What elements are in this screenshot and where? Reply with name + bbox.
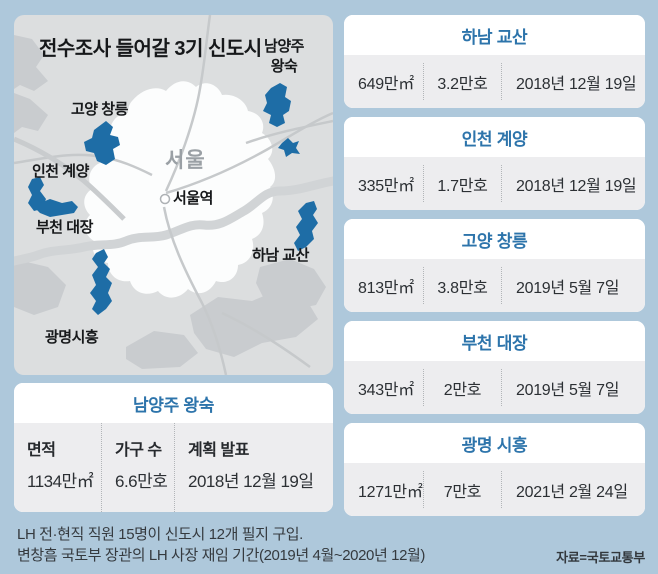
selected-city-title: 남양주 왕숙 (14, 383, 333, 423)
map-title: 전수조사 들어갈 3기 신도시 (39, 38, 262, 60)
footnote-line1: LH 전·현직 직원 15명이 신도시 12개 필지 구입. (17, 526, 303, 543)
city-card-body: 1271만㎡ 7만호 2021년 2월 24일 (344, 463, 645, 516)
city-card-body: 343만㎡ 2만호 2019년 5월 7일 (344, 361, 645, 414)
selected-city-body: 면적 1134만㎡ 가구 수 6.6만호 계획 발표 2018년 12월 19일 (14, 423, 333, 512)
households-value: 1.7만호 (437, 177, 488, 195)
city-card-title: 인천 계양 (344, 117, 645, 157)
map-label-incheon: 인천 계양 (32, 163, 89, 180)
date-cell: 2018년 12월 19일 (501, 63, 645, 100)
date-value: 2018년 12월 19일 (516, 177, 637, 195)
map-region-namyangju-small (278, 138, 300, 157)
map-label-hanam: 하남 교산 (252, 247, 309, 264)
map-region-bucheon-daejang (34, 199, 78, 217)
city-card-title: 하남 교산 (344, 15, 645, 55)
city-card-title: 광명 시흥 (344, 423, 645, 463)
area-value: 343만㎡ (358, 381, 414, 399)
households-label: 가구 수 (115, 442, 162, 459)
map-label-goyang: 고양 창릉 (71, 101, 128, 118)
area-value: 335만㎡ (358, 177, 414, 195)
date-value: 2021년 2월 24일 (516, 483, 628, 501)
households-value: 7만호 (443, 483, 482, 501)
date-value: 2018년 12월 19일 (516, 75, 637, 93)
date-cell: 2019년 5월 7일 (501, 369, 645, 406)
city-card-body: 335만㎡ 1.7만호 2018년 12월 19일 (344, 157, 645, 210)
map-panel: 전수조사 들어갈 3기 신도시 남양주 왕숙 고양 창릉 인천 계양 부천 대장… (14, 15, 333, 375)
date-cell: 2021년 2월 24일 (501, 471, 645, 508)
map-label-seoul: 서울 (165, 149, 206, 172)
households-cell: 2만호 (423, 369, 501, 406)
seoul-station-marker (159, 193, 171, 205)
city-card-body: 813만㎡ 3.8만호 2019년 5월 7일 (344, 259, 645, 312)
map-label-bucheon: 부천 대장 (36, 219, 93, 236)
map-region-namyangju-wangsuk (263, 83, 291, 127)
map-label-seoul-station: 서울역 (173, 190, 213, 207)
han-river (14, 176, 333, 266)
households-cell: 7만호 (423, 471, 501, 508)
map-region-gwangmyeong-siheung (90, 249, 112, 315)
households-value: 6.6만호 (115, 472, 168, 491)
city-card-body: 649만㎡ 3.2만호 2018년 12월 19일 (344, 55, 645, 108)
map-region-goyang-changneung (84, 121, 120, 165)
area-value: 649만㎡ (358, 75, 414, 93)
selected-households-cell: 가구 수 6.6만호 (101, 423, 174, 512)
city-card-title: 고양 창릉 (344, 219, 645, 259)
area-cell: 335만㎡ (344, 165, 423, 202)
map-label-namyangju: 남양주 왕숙 (264, 38, 304, 75)
announce-value: 2018년 12월 19일 (188, 472, 314, 491)
date-value: 2019년 5월 7일 (516, 381, 620, 399)
households-cell: 1.7만호 (423, 165, 501, 202)
area-value: 1271만㎡ (358, 483, 423, 501)
footnote-line2: 변창흠 국토부 장관의 LH 사장 재임 기간(2019년 4월~2020년 1… (17, 547, 426, 564)
households-value: 3.8만호 (437, 279, 488, 297)
data-source: 자료=국토교통부 (556, 550, 645, 565)
city-card-goyang: 고양 창릉 813만㎡ 3.8만호 2019년 5월 7일 (344, 219, 645, 312)
households-value: 2만호 (443, 381, 482, 399)
city-card-hanam: 하남 교산 649만㎡ 3.2만호 2018년 12월 19일 (344, 15, 645, 108)
seoul-area-map (14, 15, 333, 375)
households-cell: 3.8만호 (423, 267, 501, 304)
households-cell: 3.2만호 (423, 63, 501, 100)
area-cell: 813만㎡ (344, 267, 423, 304)
map-region-hanam-gyosan (294, 201, 318, 251)
area-label: 면적 (27, 442, 56, 459)
map-label-gwangmyeong: 광명시흥 (45, 329, 99, 346)
households-value: 3.2만호 (437, 75, 488, 93)
date-cell: 2019년 5월 7일 (501, 267, 645, 304)
road-incheon (14, 136, 126, 221)
city-card-title: 부천 대장 (344, 321, 645, 361)
area-value: 813만㎡ (358, 279, 414, 297)
date-cell: 2018년 12월 19일 (501, 165, 645, 202)
selected-announce-cell: 계획 발표 2018년 12월 19일 (174, 423, 333, 512)
terrain-patches (14, 35, 326, 369)
area-value: 1134만㎡ (27, 472, 94, 491)
date-value: 2019년 5월 7일 (516, 279, 620, 297)
city-card-bucheon: 부천 대장 343만㎡ 2만호 2019년 5월 7일 (344, 321, 645, 414)
area-cell: 343만㎡ (344, 369, 423, 406)
announce-label: 계획 발표 (188, 442, 249, 459)
area-cell: 649만㎡ (344, 63, 423, 100)
city-card-gwangmyeong: 광명 시흥 1271만㎡ 7만호 2021년 2월 24일 (344, 423, 645, 516)
selected-city-card: 남양주 왕숙 면적 1134만㎡ 가구 수 6.6만호 계획 발표 2018년 … (14, 383, 333, 512)
city-card-incheon: 인천 계양 335만㎡ 1.7만호 2018년 12월 19일 (344, 117, 645, 210)
selected-area-cell: 면적 1134만㎡ (14, 423, 101, 512)
area-cell: 1271만㎡ (344, 471, 423, 508)
